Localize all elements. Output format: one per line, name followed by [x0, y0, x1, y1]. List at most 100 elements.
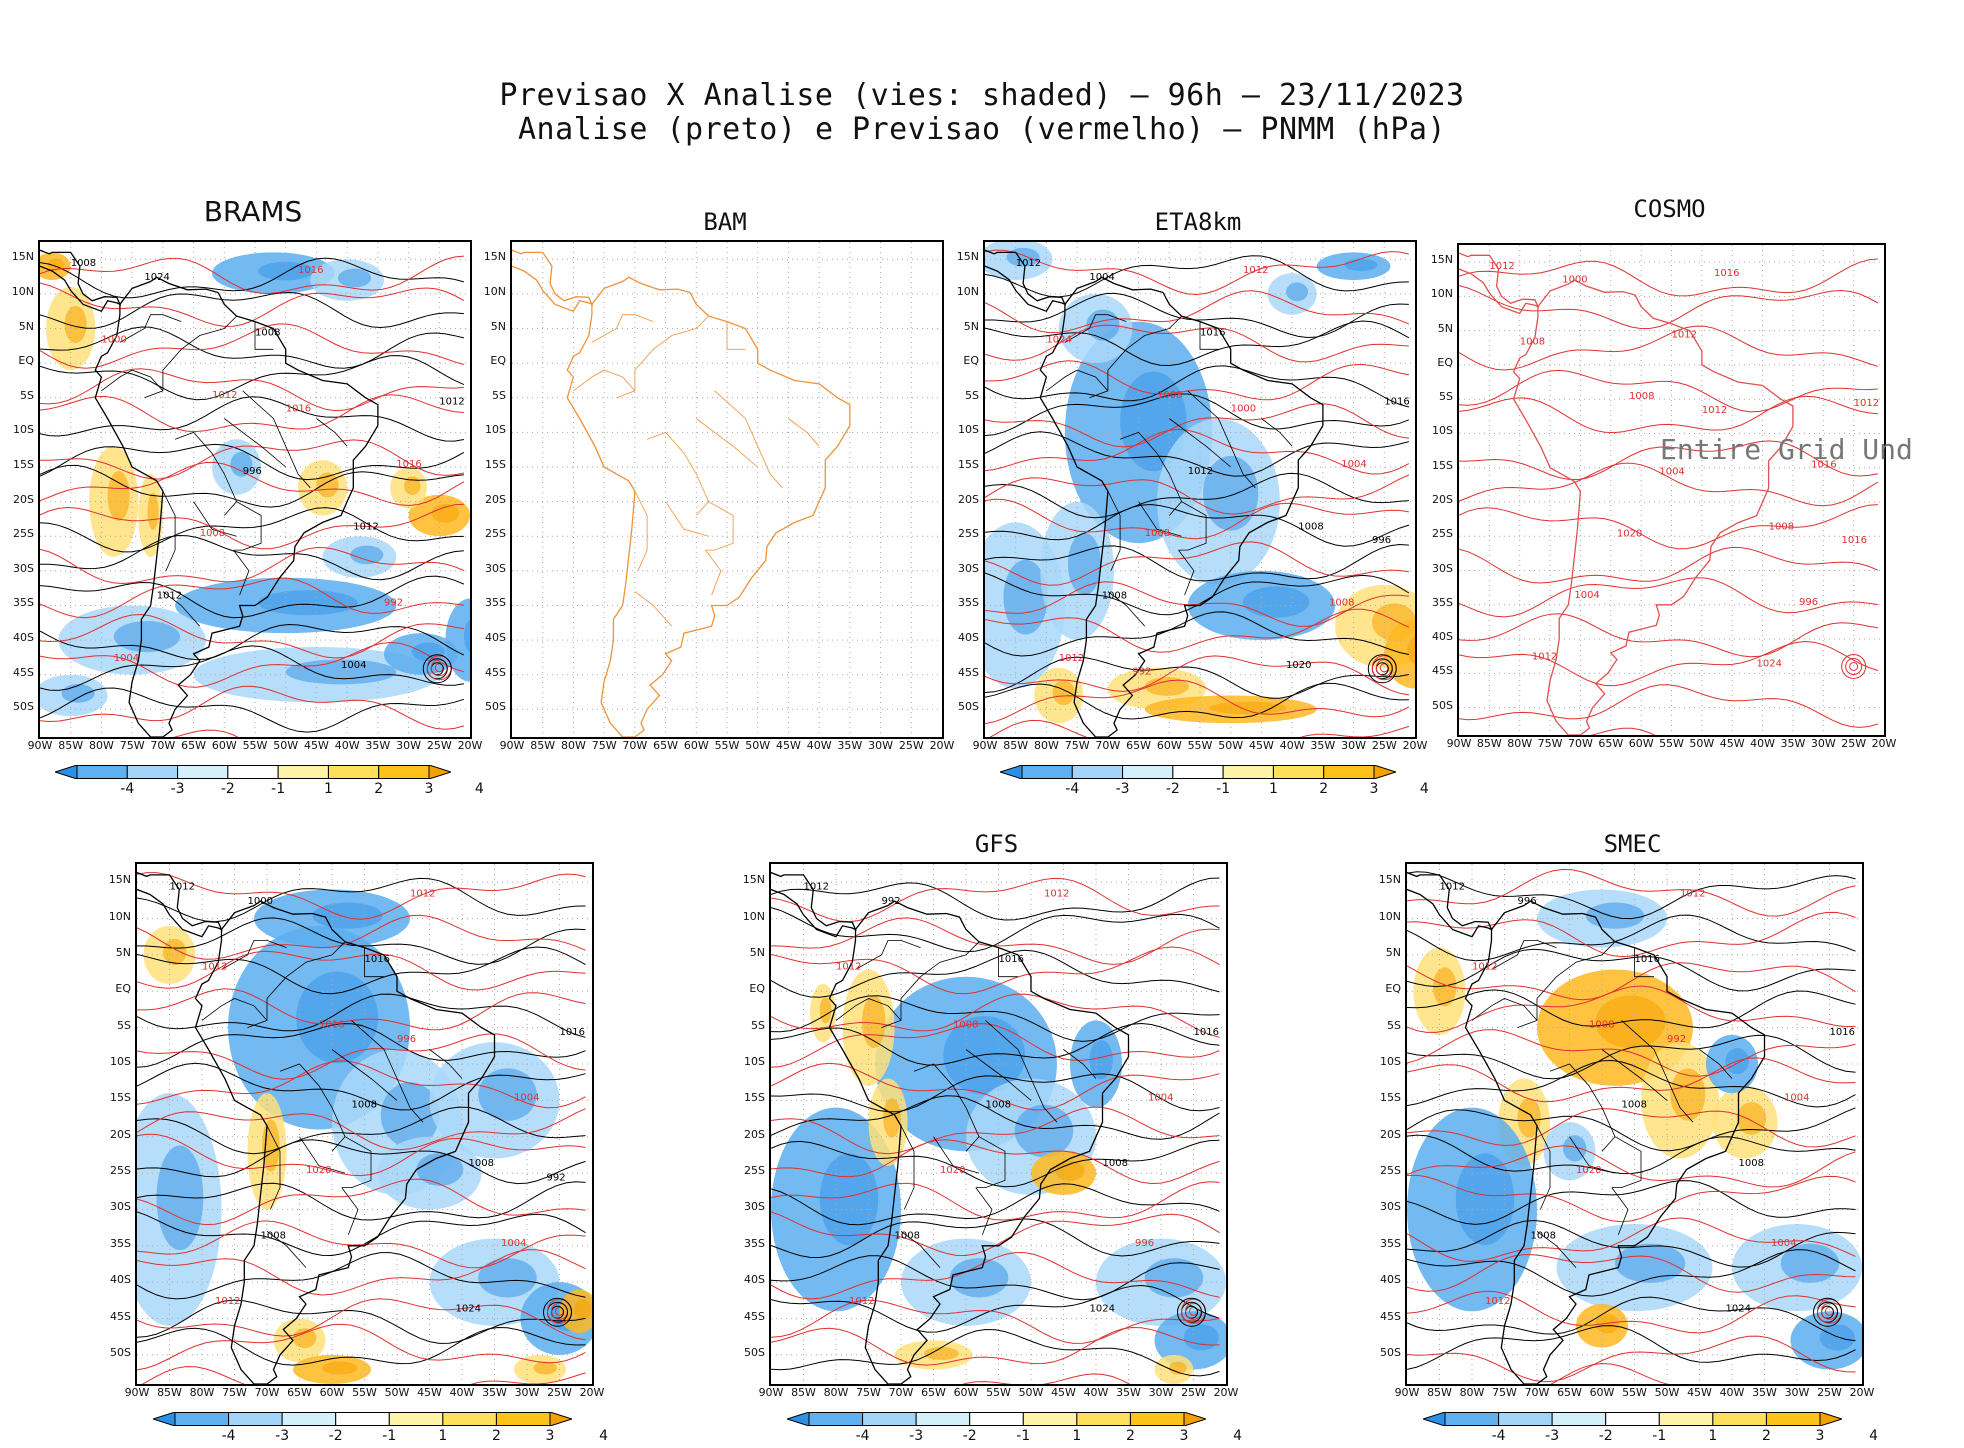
country-border	[331, 1136, 372, 1188]
lat-tick-label: 10S	[13, 423, 34, 437]
strong-negative-bias	[258, 261, 314, 281]
isobar-label: 1004	[341, 660, 366, 671]
analysis-isobar	[1407, 914, 1856, 962]
strong-positive-bias	[1517, 1098, 1541, 1138]
forecast-isobar	[985, 474, 1410, 515]
colorbar-tick-label: -2	[328, 1428, 343, 1444]
colorbar-segment	[228, 1412, 283, 1426]
strong-negative-bias	[113, 621, 181, 653]
country-border	[316, 418, 348, 447]
isobar-label: 1012	[804, 881, 829, 892]
country-border	[1261, 418, 1293, 447]
analysis-isobar	[1407, 871, 1856, 920]
analysis-isobar	[1407, 1059, 1856, 1108]
strong-positive-bias	[431, 504, 460, 523]
isobar-label: 1012	[353, 521, 378, 532]
isobar-label: 1016	[365, 954, 390, 965]
lon-tick-label: 25W	[1371, 739, 1397, 752]
lat-tick-label: 5N	[18, 319, 34, 333]
country-border	[714, 390, 783, 489]
country-border	[1634, 947, 1654, 978]
lat-tick-label: 50S	[485, 700, 506, 714]
lon-tick-label: 55W	[714, 739, 740, 752]
isobar-label: 1008	[261, 1231, 286, 1242]
forecast-isobar	[1459, 285, 1879, 330]
country-border	[998, 947, 1018, 978]
country-border	[965, 1136, 1006, 1188]
country-border	[1107, 591, 1145, 627]
colorbar-segment	[327, 765, 380, 779]
country-border	[351, 1020, 424, 1123]
central-america-coastline	[512, 249, 594, 312]
forecast-isobar	[771, 1106, 1220, 1155]
lon-tick-label: 55W	[986, 1386, 1011, 1399]
forecast-isobar	[1407, 1174, 1856, 1223]
country-border	[224, 501, 262, 551]
forecast-isobar	[1459, 640, 1879, 687]
strong-negative-bias	[1780, 1243, 1840, 1283]
lat-tick-label: 15S	[110, 1091, 131, 1105]
colorbar-tick-label: 1	[1268, 781, 1278, 797]
strong-positive-bias	[1736, 1102, 1767, 1135]
south-america-coastline	[1464, 900, 1766, 1384]
lon-tick-label: 85W	[58, 739, 84, 752]
lat-tick-label: EQ	[749, 982, 765, 996]
isobar-label: 1012	[202, 961, 227, 972]
forecast-isobar	[40, 546, 465, 585]
map-area-cosmo: 1012 1008 1008 1012 1012 1016 1004 1016 1012 1020…	[1457, 243, 1886, 737]
lat-tick-label: EQ	[490, 354, 506, 368]
country-border	[299, 1136, 346, 1174]
lat-tick-label: 5N	[963, 319, 979, 333]
colorbar-tick-label: -2	[962, 1428, 977, 1444]
isobar-label: 1004	[1771, 1238, 1796, 1249]
lon-tick-label: 50W	[745, 739, 771, 752]
lon-tick-label: 80W	[1459, 1386, 1485, 1399]
analysis-isobar	[137, 1299, 586, 1344]
colorbar-min-arrow	[787, 1412, 810, 1426]
lat-tick-label: 25S	[1380, 1164, 1401, 1178]
forecast-isobar	[1407, 868, 1856, 917]
isobar-label: 1016	[1384, 397, 1409, 408]
lat-tick-label: 15N	[108, 873, 131, 887]
isobar-label: 1000	[101, 334, 126, 345]
south-america-coastline	[194, 900, 496, 1384]
colorbar-max-arrow	[1819, 1412, 1842, 1426]
analysis-isobar	[985, 543, 1409, 582]
lon-tick-label: 75W	[1492, 1386, 1517, 1399]
isobar-label: 1012	[836, 961, 861, 972]
colorbar-segment	[126, 765, 179, 779]
map-area-brams: 1008 1012 1012 1004 1008 1016 1012 1016 1012 1008…	[38, 240, 472, 739]
panel-label-bam: BAM	[703, 208, 747, 236]
lat-tick-label: 5S	[1387, 1018, 1401, 1032]
forecast-isobar	[40, 613, 464, 659]
colorbar-tick-label: 3	[545, 1428, 555, 1444]
forecast-isobar	[985, 608, 1410, 653]
country-border	[221, 940, 287, 970]
lat-tick-label: 40S	[1432, 630, 1453, 644]
country-border	[1138, 501, 1182, 537]
colorbar-tick-label: 1	[438, 1428, 448, 1444]
lat-tick-label: 45S	[958, 665, 979, 679]
country-border	[1601, 1136, 1642, 1188]
country-border	[429, 1049, 463, 1079]
isobar-label: 1016	[286, 404, 311, 415]
colorbar-segment	[1551, 1412, 1607, 1426]
colorbar-svg	[1000, 765, 1396, 779]
panel-label-smec: SMEC	[1603, 830, 1662, 858]
isobar-label: 1012	[439, 397, 464, 408]
strong-negative-bias	[1615, 1243, 1686, 1283]
country-border	[1536, 1125, 1551, 1210]
lon-tick-label: 75W	[591, 739, 617, 752]
colorbar-svg	[55, 765, 451, 779]
strong-positive-bias	[1052, 680, 1075, 706]
country-border	[1471, 998, 1538, 1021]
forecast-isobar	[1459, 577, 1878, 618]
forecast-isobar	[40, 394, 464, 433]
colorbar-max-arrow	[1373, 765, 1396, 779]
isobar-label: 1024	[144, 272, 169, 283]
forecast-isobar	[137, 1178, 586, 1226]
forecast-isobar	[40, 439, 464, 480]
lon-tick-label: 55W	[1659, 737, 1684, 750]
isobar-label: 1012	[410, 889, 435, 900]
map-svg-gfs: 1012 1008 1008 1012 1016 1004 1008 1012 1016 1020…	[771, 864, 1226, 1384]
